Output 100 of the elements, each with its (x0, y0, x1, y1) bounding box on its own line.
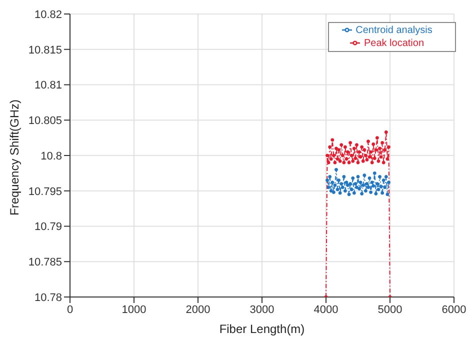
point (356, 174, 360, 178)
point (354, 143, 358, 147)
point (360, 145, 364, 149)
point (351, 159, 355, 163)
point (329, 157, 333, 161)
point (333, 183, 337, 187)
point (343, 145, 347, 149)
x-tick-label: 3000 (250, 304, 274, 316)
point (376, 188, 380, 192)
point (337, 148, 341, 152)
point (383, 148, 387, 152)
point (361, 183, 365, 187)
y-tick-label: 10.81 (34, 80, 62, 92)
point (362, 148, 366, 152)
point (372, 171, 376, 175)
point (330, 138, 334, 142)
point (370, 160, 374, 164)
point (365, 182, 369, 186)
point (329, 189, 333, 193)
point (344, 157, 348, 161)
x-tick-label: 0 (66, 304, 74, 316)
point (334, 146, 338, 150)
point (336, 157, 340, 161)
x-tick-label: 2000 (186, 304, 210, 316)
point (374, 148, 378, 152)
point (378, 174, 382, 178)
point (333, 160, 337, 164)
point (346, 183, 350, 187)
point (361, 159, 365, 163)
point (347, 192, 351, 196)
point (372, 184, 376, 188)
point (364, 154, 368, 158)
point (376, 159, 380, 163)
point (384, 130, 388, 134)
point (352, 146, 356, 150)
point (337, 178, 341, 182)
point (386, 192, 390, 196)
point (356, 160, 360, 164)
point (334, 168, 338, 172)
point (338, 159, 342, 163)
point (383, 186, 387, 190)
y-tick-label: 10.8 (40, 150, 62, 162)
point (342, 174, 346, 178)
legend-label: Centroid analysis (356, 25, 432, 36)
x-tick-label: 1000 (122, 304, 146, 316)
y-tick-label: 10.79 (34, 221, 62, 234)
point (369, 190, 373, 194)
point (326, 178, 330, 182)
point (340, 154, 344, 158)
x-tick-label: 4000 (314, 304, 338, 316)
point (366, 186, 370, 190)
point (368, 176, 372, 180)
point (372, 156, 376, 160)
y-tick-label: 10.78 (34, 292, 62, 304)
point (328, 145, 332, 149)
y-tick-label: 10.785 (28, 256, 62, 269)
point (332, 190, 336, 194)
point (340, 143, 344, 147)
point (330, 180, 334, 184)
point (382, 178, 386, 182)
point (326, 154, 330, 158)
point (346, 150, 350, 154)
point (351, 176, 355, 180)
point (358, 155, 362, 159)
x-axis-title: Fiber Length(m) (219, 322, 305, 336)
point (358, 187, 362, 191)
point (348, 141, 352, 145)
point (370, 180, 374, 184)
point (350, 188, 354, 192)
point (338, 191, 342, 195)
point (369, 150, 373, 154)
point (382, 160, 386, 164)
point (362, 174, 366, 178)
point (365, 158, 369, 162)
point (375, 182, 379, 186)
point (386, 180, 390, 184)
point (379, 155, 383, 159)
y-axis-title: Frequency Shift(GHz) (7, 99, 22, 216)
x-tick-label: 5000 (378, 304, 402, 316)
point (354, 186, 358, 190)
point (358, 150, 362, 154)
point (366, 140, 370, 144)
point (364, 189, 368, 193)
point (343, 189, 347, 193)
point (374, 192, 378, 196)
x-tick-label: 6000 (442, 304, 466, 316)
y-tick-label: 10.815 (28, 44, 62, 56)
point (368, 155, 372, 159)
point (342, 160, 346, 164)
point (372, 142, 376, 146)
point (379, 184, 383, 188)
point (340, 182, 344, 186)
point (360, 192, 364, 196)
point (375, 136, 379, 140)
point (358, 180, 362, 184)
point (336, 188, 340, 192)
y-tick-label: 10.805 (28, 115, 62, 128)
point (386, 145, 390, 149)
point (326, 186, 330, 190)
point (350, 154, 354, 158)
